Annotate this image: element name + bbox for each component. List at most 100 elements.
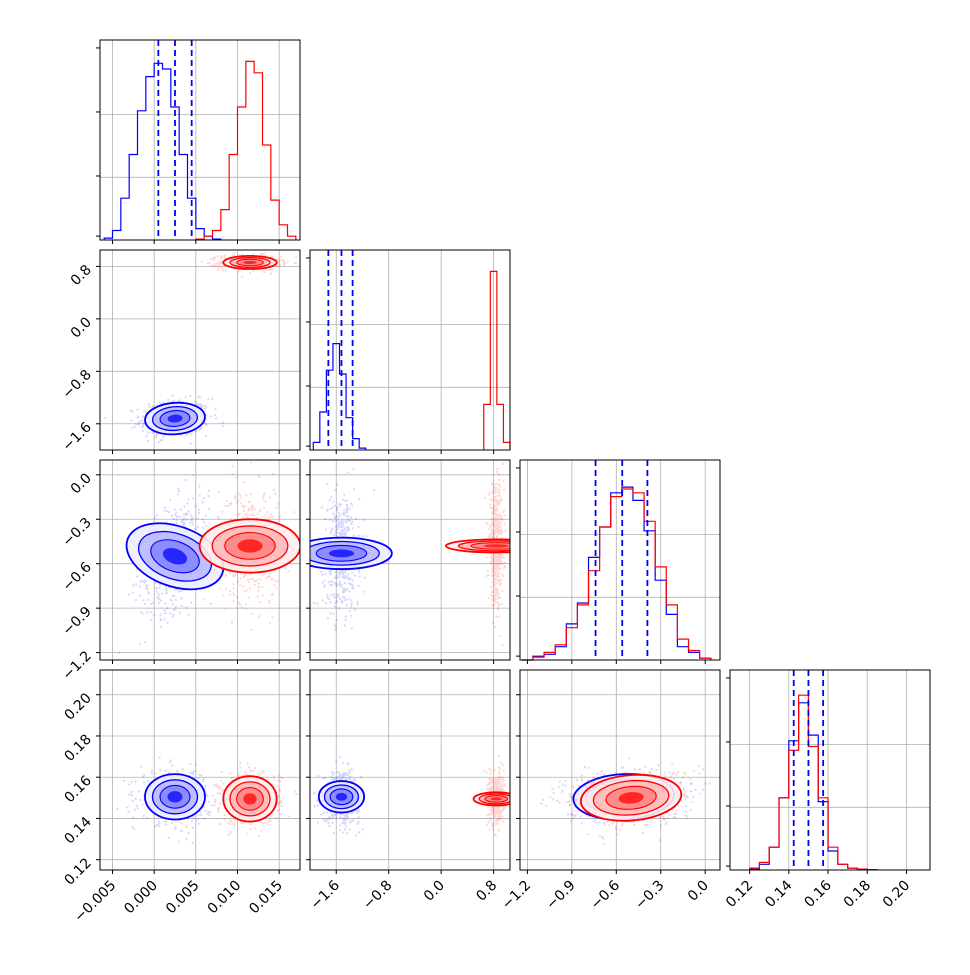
scatter-point-blue: [198, 429, 200, 431]
scatter-point-blue: [163, 618, 165, 620]
scatter-point-blue: [330, 532, 332, 534]
scatter-point-blue: [131, 826, 133, 828]
scatter-point-red: [267, 576, 269, 578]
scatter-point-blue: [172, 400, 174, 402]
scatter-point-red: [494, 486, 496, 488]
scatter-point-blue: [333, 593, 335, 595]
scatter-point-blue: [187, 498, 189, 500]
scatter-point-red: [203, 598, 205, 600]
scatter-point-blue: [332, 613, 334, 615]
histogram-red-diag-0: [196, 61, 296, 240]
scatter-point-blue: [180, 590, 182, 592]
scatter-point-red: [247, 762, 249, 764]
scatter-point-blue: [164, 507, 166, 509]
scatter-point-blue: [336, 619, 338, 621]
scatter-point-red: [210, 804, 212, 806]
scatter-point-blue: [163, 609, 165, 611]
scatter-point-red: [249, 272, 251, 274]
scatter-point-red: [214, 799, 216, 801]
scatter-point-red: [278, 775, 280, 777]
scatter-point-red: [491, 571, 493, 573]
scatter-point-blue: [176, 519, 178, 521]
scatter-point-blue: [193, 474, 195, 476]
scatter-point-blue: [140, 611, 142, 613]
scatter-point-blue: [189, 522, 191, 524]
scatter-point-blue: [334, 531, 336, 533]
scatter-point-red: [500, 533, 502, 535]
scatter-point-red: [245, 773, 247, 775]
scatter-point-red: [261, 586, 263, 588]
scatter-point-red: [226, 500, 228, 502]
scatter-point-blue: [358, 571, 360, 573]
scatter-point-red: [250, 629, 252, 631]
scatter-point-red: [243, 590, 245, 592]
scatter-point-red: [491, 591, 493, 593]
scatter-point-blue: [206, 424, 208, 426]
scatter-point-red: [278, 265, 280, 267]
scatter-point-blue: [335, 571, 337, 573]
scatter-point-blue: [163, 435, 165, 437]
scatter-point-blue: [130, 419, 132, 421]
scatter-point-blue: [362, 828, 364, 830]
scatter-point-blue: [358, 831, 360, 833]
scatter-point-blue: [159, 769, 161, 771]
scatter-point-blue: [180, 516, 182, 518]
scatter-point-blue: [317, 821, 319, 823]
scatter-point-blue: [331, 528, 333, 530]
scatter-point-red: [491, 520, 493, 522]
scatter-point-blue: [343, 494, 345, 496]
scatter-point-blue: [342, 596, 344, 598]
scatter-point-red: [250, 828, 252, 830]
scatter-point-blue: [176, 522, 178, 524]
scatter-point-red: [247, 579, 249, 581]
scatter-point-red: [251, 613, 253, 615]
scatter-point-blue: [205, 435, 207, 437]
scatter-point-red: [498, 479, 500, 481]
scatter-point-blue: [334, 505, 336, 507]
scatter-point-red: [498, 766, 500, 768]
scatter-point-blue: [143, 774, 145, 776]
scatter-point-red: [260, 830, 262, 832]
scatter-point-blue: [313, 602, 315, 604]
scatter-point-red: [279, 259, 281, 261]
scatter-point-blue: [132, 584, 134, 586]
scatter-point-red: [491, 517, 493, 519]
scatter-point-blue: [151, 770, 153, 772]
scatter-point-blue: [159, 402, 161, 404]
scatter-point-red: [244, 514, 246, 516]
scatter-point-blue: [199, 396, 201, 398]
scatter-point-red: [248, 501, 250, 503]
scatter-point-blue: [150, 619, 152, 621]
scatter-point-red: [498, 755, 500, 757]
scatter-point-blue: [336, 519, 338, 521]
scatter-point-red: [495, 499, 497, 501]
scatter-point-blue: [160, 619, 162, 621]
scatter-point-blue: [192, 773, 194, 775]
scatter-point-blue: [352, 468, 354, 470]
scatter-point-blue: [150, 611, 152, 613]
scatter-point-blue: [219, 793, 221, 795]
scatter-point-blue: [191, 433, 193, 435]
scatter-point-red: [212, 795, 214, 797]
scatter-point-red: [497, 559, 499, 561]
scatter-point-red: [219, 262, 221, 264]
scatter-point-red: [236, 502, 238, 504]
scatter-point-blue: [333, 814, 335, 816]
scatter-point-red: [223, 818, 225, 820]
scatter-point-red: [239, 766, 241, 768]
scatter-point-blue: [358, 535, 360, 537]
scatter-point-blue: [342, 499, 344, 501]
scatter-point-blue: [348, 508, 350, 510]
scatter-point-red: [486, 556, 488, 558]
scatter-point-red: [491, 581, 493, 583]
scatter-point-red: [492, 562, 494, 564]
scatter-point-blue: [215, 417, 217, 419]
histogram-red-diag-1: [484, 271, 510, 450]
scatter-point-red: [496, 495, 498, 497]
scatter-point-blue: [139, 595, 141, 597]
scatter-point-blue: [199, 811, 201, 813]
scatter-point-red: [294, 791, 296, 793]
scatter-point-blue: [128, 794, 130, 796]
